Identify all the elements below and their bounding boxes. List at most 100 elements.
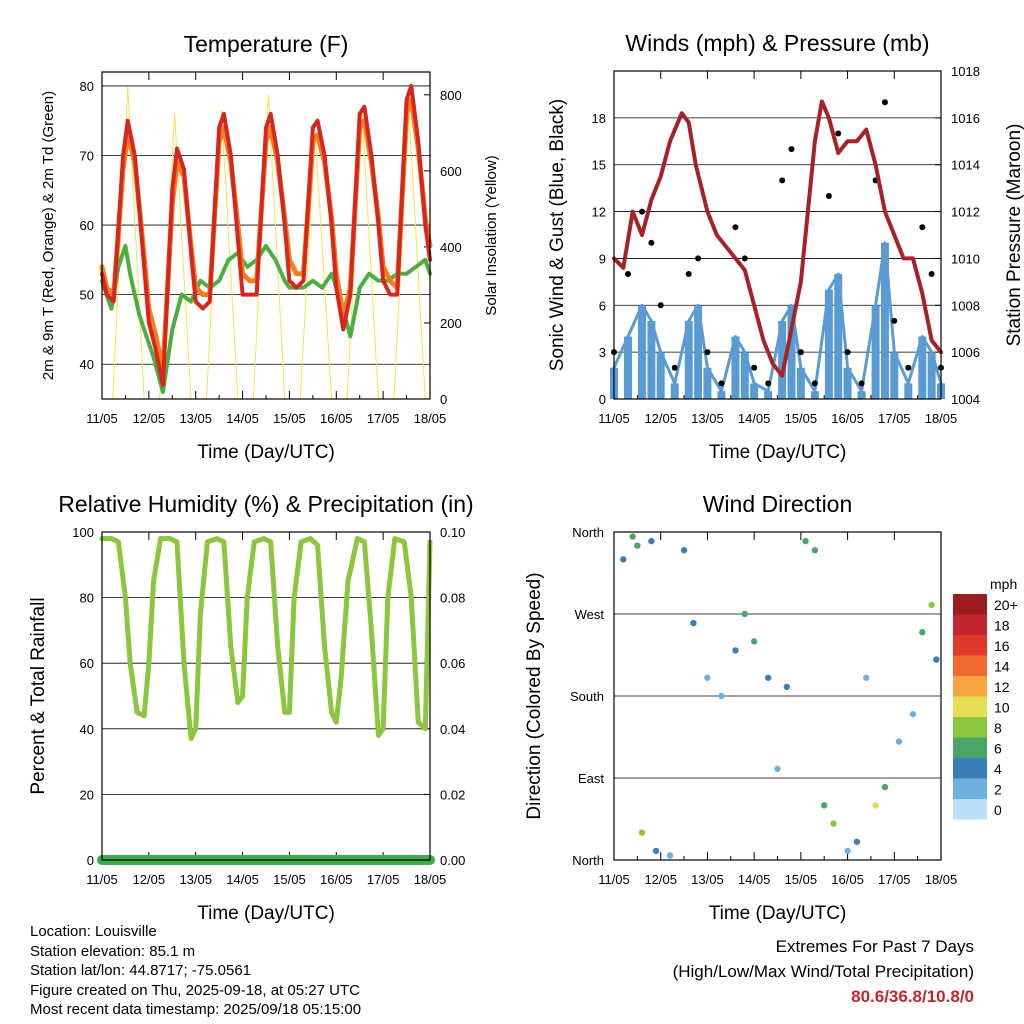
y-right-tick-label: 0.00 bbox=[440, 853, 465, 868]
legend-swatch bbox=[953, 737, 987, 758]
direction-point bbox=[648, 537, 655, 545]
gust-point bbox=[797, 349, 804, 356]
extremes-title: Extremes For Past 7 Days bbox=[775, 937, 974, 956]
gust-point bbox=[718, 380, 725, 387]
pressure-line bbox=[612, 99, 943, 378]
chart-panel-humidity: Relative Humidity (%) & Precipitation (i… bbox=[28, 491, 474, 924]
direction-point bbox=[741, 610, 748, 618]
direction-point bbox=[732, 647, 739, 654]
x-tick-label: 16/05 bbox=[831, 411, 864, 426]
y-tick-label: 12 bbox=[592, 205, 606, 220]
elevation-text: Station elevation: 85.1 m bbox=[30, 942, 196, 960]
wind-bar bbox=[764, 391, 773, 399]
wind-bar bbox=[670, 383, 679, 399]
speed-legend: mph 20+ 18 16 14 12 10 8 6 4 2 0 bbox=[953, 576, 1018, 820]
legend-swatch bbox=[953, 717, 987, 738]
legend-swatch bbox=[953, 778, 987, 799]
wind-bar bbox=[731, 336, 740, 399]
y-right-tick-label: 800 bbox=[440, 88, 462, 103]
direction-point bbox=[909, 711, 917, 718]
y-tick-label: 60 bbox=[80, 656, 94, 671]
x-tick-label: 13/05 bbox=[179, 411, 212, 426]
x-tick-label: 17/05 bbox=[878, 411, 911, 426]
gust-point bbox=[648, 239, 655, 246]
y-right-tick-label: 0.10 bbox=[440, 525, 465, 540]
recent-text: Most recent data timestamp: 2025/09/18 0… bbox=[30, 1001, 362, 1018]
x-tick-label: 16/05 bbox=[831, 872, 864, 887]
wind-bar bbox=[824, 289, 833, 399]
x-tick-label: 16/05 bbox=[320, 411, 353, 426]
x-tick-label: 18/05 bbox=[414, 411, 447, 426]
legend-label: 4 bbox=[994, 761, 1002, 777]
x-axis-label: Time (Day/UTC) bbox=[197, 903, 335, 924]
y-right-tick-label: 0.08 bbox=[440, 591, 465, 606]
gust-point bbox=[919, 224, 926, 231]
x-tick-label: 11/05 bbox=[86, 411, 118, 426]
wind-bar bbox=[890, 352, 899, 399]
temp-2m-line bbox=[100, 83, 432, 388]
y-tick-label: 70 bbox=[80, 148, 94, 163]
gust-point bbox=[685, 271, 692, 278]
wind-bar bbox=[740, 352, 749, 399]
chart-panel-winds-pressure: Winds (mph) & Pressure (mb) Time (Day/UTC… bbox=[547, 30, 1024, 463]
x-tick-label: 14/05 bbox=[738, 411, 771, 426]
y-tick-label: North bbox=[572, 525, 604, 540]
y-tick-label: 6 bbox=[599, 298, 606, 313]
y-axis-label: Percent & Total Rainfall bbox=[28, 597, 49, 794]
y-right-tick-label: 200 bbox=[440, 316, 462, 331]
gust-point bbox=[732, 224, 739, 231]
direction-point bbox=[802, 537, 809, 545]
gust-point bbox=[751, 364, 758, 371]
direction-point bbox=[666, 852, 674, 859]
wind-bar bbox=[796, 367, 805, 399]
legend-label: 18 bbox=[994, 618, 1010, 634]
x-axis-label: Time (Day/UTC) bbox=[709, 903, 847, 924]
chart-title: Temperature (F) bbox=[184, 31, 349, 57]
x-tick-label: 13/05 bbox=[691, 872, 724, 887]
wind-bar bbox=[703, 367, 712, 399]
gust-point bbox=[844, 349, 851, 356]
legend-label: 12 bbox=[994, 679, 1010, 695]
legend-label: 0 bbox=[994, 802, 1002, 818]
gust-point bbox=[639, 208, 646, 215]
direction-point bbox=[704, 674, 711, 681]
gust-point bbox=[741, 255, 748, 262]
y-tick-label: 3 bbox=[599, 345, 606, 360]
wind-bar bbox=[787, 305, 796, 399]
y-tick-label: South bbox=[570, 689, 604, 704]
direction-point bbox=[881, 783, 889, 791]
wind-bar bbox=[904, 383, 913, 399]
wind-bar bbox=[871, 305, 880, 399]
y-right-tick-label: 0 bbox=[440, 392, 447, 407]
chart-title: Relative Humidity (%) & Precipitation (i… bbox=[58, 491, 473, 517]
wind-bar bbox=[750, 383, 759, 399]
y-right-tick-label: 1010 bbox=[951, 251, 980, 266]
legend-label: 6 bbox=[994, 741, 1002, 757]
direction-point bbox=[811, 547, 819, 554]
y-right-tick-label: 1008 bbox=[951, 298, 980, 313]
legend-label: 2 bbox=[994, 782, 1002, 798]
direction-point bbox=[634, 542, 641, 549]
direction-point bbox=[652, 847, 660, 855]
extremes-values: 80.6/36.8/10.8/0 bbox=[851, 987, 974, 1006]
x-axis-label: Time (Day/UTC) bbox=[709, 442, 847, 463]
direction-point bbox=[863, 674, 870, 681]
legend-label: 10 bbox=[994, 700, 1010, 716]
y-right-tick-label: 0.04 bbox=[440, 722, 465, 737]
direction-point bbox=[844, 847, 851, 855]
legend-swatch bbox=[953, 758, 987, 779]
legend-label: 16 bbox=[994, 638, 1010, 654]
plot-frame bbox=[101, 531, 431, 861]
x-tick-label: 15/05 bbox=[785, 411, 818, 426]
direction-point bbox=[928, 601, 935, 609]
wind-bar bbox=[684, 320, 693, 399]
location-text: Location: Louisville bbox=[30, 923, 157, 940]
created-text: Figure created on Thu, 2025-09-18, at 05… bbox=[30, 981, 360, 999]
y-right-tick-label: 400 bbox=[440, 240, 462, 255]
direction-point bbox=[690, 619, 697, 627]
gust-point bbox=[704, 349, 711, 356]
gust-point bbox=[811, 380, 818, 387]
x-tick-label: 16/05 bbox=[320, 872, 353, 887]
direction-point bbox=[764, 674, 772, 681]
direction-point bbox=[629, 533, 636, 540]
